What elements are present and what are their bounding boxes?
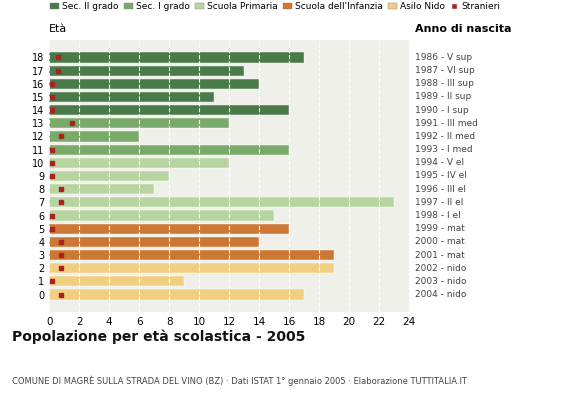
Bar xyxy=(49,276,184,286)
Text: COMUNE DI MAGRÈ SULLA STRADA DEL VINO (BZ) · Dati ISTAT 1° gennaio 2005 · Elabor: COMUNE DI MAGRÈ SULLA STRADA DEL VINO (B… xyxy=(12,376,466,386)
Text: 2000 - mat: 2000 - mat xyxy=(415,237,465,246)
Bar xyxy=(49,144,289,155)
Text: 1991 - III med: 1991 - III med xyxy=(415,119,477,128)
Text: Anno di nascita: Anno di nascita xyxy=(415,24,511,34)
Legend: Sec. II grado, Sec. I grado, Scuola Primaria, Scuola dell'Infanzia, Asilo Nido, : Sec. II grado, Sec. I grado, Scuola Prim… xyxy=(50,2,501,11)
Text: 2004 - nido: 2004 - nido xyxy=(415,290,466,299)
Bar xyxy=(49,263,334,273)
Text: 1986 - V sup: 1986 - V sup xyxy=(415,53,472,62)
Bar xyxy=(49,250,334,260)
Text: 1995 - IV el: 1995 - IV el xyxy=(415,172,466,180)
Text: 1989 - II sup: 1989 - II sup xyxy=(415,92,471,102)
Bar xyxy=(49,118,229,128)
Bar xyxy=(49,66,244,76)
Bar xyxy=(49,224,289,234)
Text: Popolazione per età scolastica - 2005: Popolazione per età scolastica - 2005 xyxy=(12,330,305,344)
Text: 2001 - mat: 2001 - mat xyxy=(415,250,465,260)
Bar xyxy=(49,171,169,181)
Bar xyxy=(49,92,214,102)
Bar xyxy=(49,237,259,247)
Text: 1987 - VI sup: 1987 - VI sup xyxy=(415,66,474,75)
Text: 1997 - II el: 1997 - II el xyxy=(415,198,463,207)
Bar xyxy=(49,197,394,208)
Text: 1992 - II med: 1992 - II med xyxy=(415,132,475,141)
Bar xyxy=(49,289,304,300)
Bar xyxy=(49,210,274,221)
Bar xyxy=(49,184,154,194)
Text: 1999 - mat: 1999 - mat xyxy=(415,224,465,233)
Text: 1988 - III sup: 1988 - III sup xyxy=(415,79,474,88)
Bar xyxy=(49,52,304,63)
Text: 2003 - nido: 2003 - nido xyxy=(415,277,466,286)
Text: Età: Età xyxy=(49,24,67,34)
Text: 1996 - III el: 1996 - III el xyxy=(415,185,466,194)
Bar xyxy=(49,79,259,89)
Text: 1990 - I sup: 1990 - I sup xyxy=(415,106,468,115)
Text: 1993 - I med: 1993 - I med xyxy=(415,145,472,154)
Bar xyxy=(49,105,289,115)
Text: 1994 - V el: 1994 - V el xyxy=(415,158,464,167)
Bar xyxy=(49,131,139,142)
Text: 2002 - nido: 2002 - nido xyxy=(415,264,466,273)
Bar xyxy=(49,158,229,168)
Text: 1998 - I el: 1998 - I el xyxy=(415,211,461,220)
